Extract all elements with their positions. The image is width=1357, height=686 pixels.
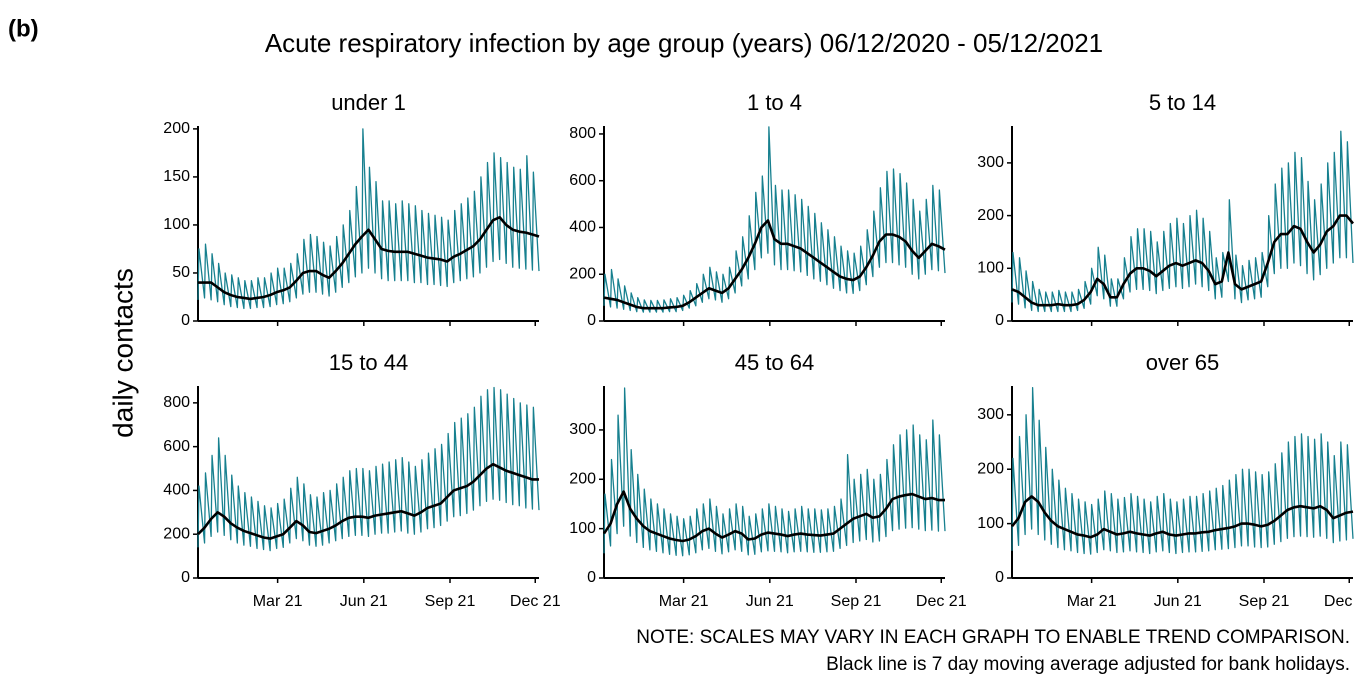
y-tick-label: 200 [163,525,190,542]
average-line [603,219,946,310]
panel-title: 5 to 14 [1149,90,1216,115]
y-tick-label: 0 [587,569,596,586]
chart-title: Acute respiratory infection by age group… [265,28,1103,58]
x-tick-label: Mar 21 [659,593,709,610]
note: NOTE: SCALES MAY VARY IN EACH GRAPH TO E… [636,627,1350,648]
daily-line [1011,386,1354,555]
panel-title: over 65 [1146,350,1219,375]
panel-title: 1 to 4 [747,90,802,115]
y-tick-label: 100 [977,515,1004,532]
average-line [197,462,539,540]
x-tick-label: Dec 21 [510,593,561,610]
x-tick-label: Sep 21 [1239,593,1290,610]
y-tick-label: 0 [995,312,1004,329]
y-tick-label: 600 [163,438,190,455]
x-tick-label: Dec 21 [1324,593,1357,610]
average-line [198,215,540,301]
panel-title: 45 to 64 [735,350,815,375]
daily-line [1011,130,1354,313]
x-tick-label: Sep 21 [831,593,882,610]
y-tick-label: 300 [977,154,1004,171]
y-tick-label: 200 [977,460,1004,477]
x-tick-label: Mar 21 [253,593,303,610]
y-tick-label: 600 [569,172,596,189]
y-tick-label: 0 [995,569,1004,586]
y-tick-label: 200 [163,120,190,137]
y-tick-label: 300 [977,406,1004,423]
y-tick-label: 0 [587,312,596,329]
daily-line [197,128,540,310]
y-tick-label: 100 [163,216,190,233]
x-tick-label: Jun 21 [1154,593,1202,610]
x-tick-label: Jun 21 [746,593,794,610]
y-tick-label: 200 [569,265,596,282]
y-tick-label: 800 [163,394,190,411]
y-tick-label: 400 [569,219,596,236]
average-line [1010,495,1354,539]
daily-line [603,126,946,313]
y-tick-label: 0 [181,569,190,586]
x-tick-label: Dec 21 [916,593,967,610]
x-tick-label: Jun 21 [340,593,388,610]
daily-line [197,386,540,552]
y-tick-label: 800 [569,125,596,142]
y-axis-label: daily contacts [107,268,138,438]
average-line [1011,214,1355,307]
panel-label: (b) [8,15,39,42]
panel-title: under 1 [331,90,406,115]
y-tick-label: 200 [569,471,596,488]
x-tick-label: Mar 21 [1067,593,1117,610]
daily-line [603,387,946,557]
y-tick-label: 300 [569,421,596,438]
y-tick-label: 400 [163,482,190,499]
y-tick-label: 200 [977,207,1004,224]
y-tick-label: 50 [172,264,190,281]
average-line [602,490,945,543]
y-tick-label: 0 [181,312,190,329]
x-tick-label: Sep 21 [425,593,476,610]
panel-title: 15 to 44 [329,350,409,375]
note: Black line is 7 day moving average adjus… [826,654,1350,675]
y-tick-label: 100 [569,520,596,537]
y-tick-label: 100 [977,260,1004,277]
y-tick-label: 150 [163,168,190,185]
